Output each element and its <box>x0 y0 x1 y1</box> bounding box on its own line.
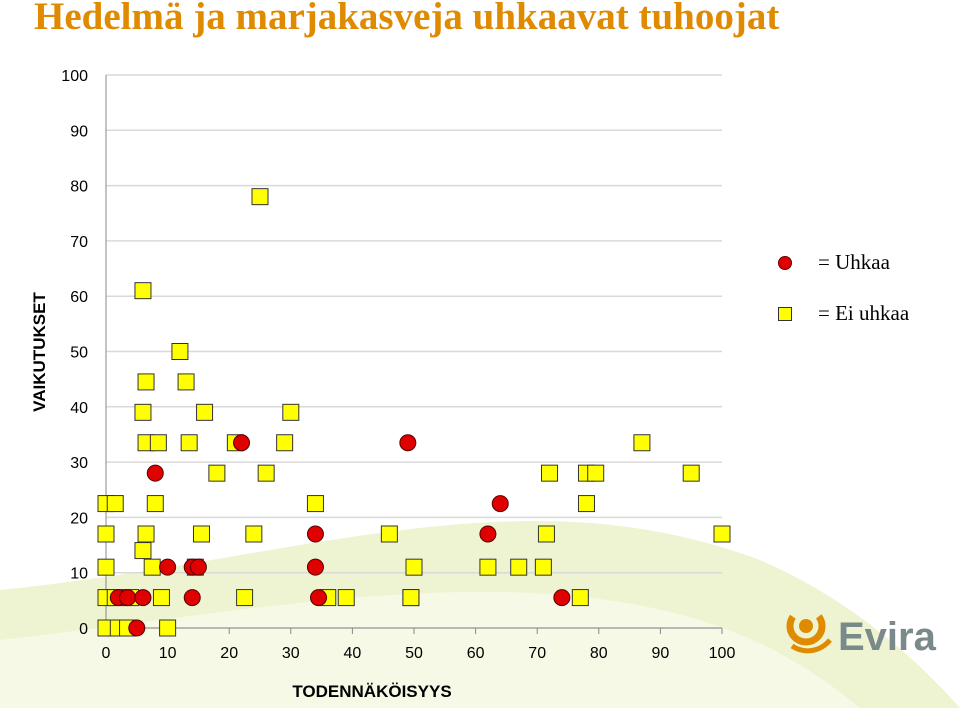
y-tick-label: 100 <box>61 68 88 85</box>
scatter-point-non-threat <box>146 495 164 513</box>
y-tick-label: 0 <box>79 621 88 638</box>
scatter-point-threat <box>479 525 497 543</box>
scatter-point-non-threat <box>245 525 263 543</box>
scatter-point-non-threat <box>106 495 124 513</box>
scatter-point-non-threat <box>152 589 170 607</box>
scatter-point-non-threat <box>143 558 161 576</box>
scatter-point-threat <box>134 589 152 607</box>
x-tick-label: 40 <box>344 645 362 662</box>
scatter-point-non-threat <box>276 434 294 452</box>
y-tick-label: 70 <box>70 234 88 251</box>
scatter-point-non-threat <box>713 525 731 543</box>
scatter-point-threat <box>189 558 207 576</box>
scatter-point-non-threat <box>149 434 167 452</box>
scatter-point-non-threat <box>534 558 552 576</box>
scatter-point-non-threat <box>633 434 651 452</box>
y-tick-label: 80 <box>70 179 88 196</box>
y-axis-label: VAIKUTUKSET <box>30 292 49 412</box>
scatter-point-threat <box>491 495 509 513</box>
scatter-point-non-threat <box>577 495 595 513</box>
scatter-point-non-threat <box>97 525 115 543</box>
scatter-point-non-threat <box>97 558 115 576</box>
scatter-point-non-threat <box>137 373 155 391</box>
legend-label: = Ei uhkaa <box>818 301 910 325</box>
scatter-point-threat <box>159 558 177 576</box>
chart-grid <box>105 74 722 629</box>
x-axis-label: TODENNÄKÖISYYS <box>292 682 452 701</box>
evira-logo: Evira <box>786 606 937 659</box>
scatter-point-non-threat <box>134 542 152 560</box>
scatter-point-non-threat <box>282 403 300 421</box>
legend-label: = Uhkaa <box>818 250 890 274</box>
scatter-point-non-threat <box>251 188 269 206</box>
chart-marks <box>97 188 731 637</box>
scatter-point-threat <box>146 464 164 482</box>
yellow-square-icon <box>778 307 792 321</box>
scatter-point-threat <box>306 558 324 576</box>
y-tick-label: 30 <box>70 455 88 472</box>
scatter-point-non-threat <box>192 525 210 543</box>
scatter-point-non-threat <box>196 403 214 421</box>
scatter-point-non-threat <box>405 558 423 576</box>
scatter-point-non-threat <box>510 558 528 576</box>
scatter-point-non-threat <box>541 464 559 482</box>
scatter-point-threat <box>233 434 251 452</box>
scatter-point-non-threat <box>208 464 226 482</box>
scatter-point-non-threat <box>479 558 497 576</box>
scatter-point-threat <box>306 525 324 543</box>
scatter-point-non-threat <box>159 619 177 637</box>
svg-text:Evira: Evira <box>838 615 937 659</box>
red-circle-icon <box>778 256 792 270</box>
scatter-point-non-threat <box>134 403 152 421</box>
x-tick-label: 90 <box>652 645 670 662</box>
page-title: Hedelmä ja marjakasveja uhkaavat tuhooja… <box>34 0 780 38</box>
scatter-point-non-threat <box>177 373 195 391</box>
y-tick-label: 60 <box>70 289 88 306</box>
scatter-point-non-threat <box>180 434 198 452</box>
scatter-point-threat <box>119 589 137 607</box>
x-tick-label: 80 <box>590 645 608 662</box>
x-tick-label: 30 <box>282 645 300 662</box>
scatter-point-non-threat <box>306 495 324 513</box>
scatter-point-threat <box>399 434 417 452</box>
scatter-point-non-threat <box>171 343 189 360</box>
scatter-point-non-threat <box>137 525 155 543</box>
x-tick-label: 70 <box>528 645 546 662</box>
scatter-point-threat <box>183 589 201 607</box>
y-tick-label: 40 <box>70 400 88 417</box>
scatter-point-non-threat <box>337 589 355 607</box>
y-tick-label: 50 <box>70 345 88 362</box>
scatter-point-non-threat <box>236 589 254 607</box>
x-tick-label: 60 <box>467 645 485 662</box>
scatter-point-threat <box>128 619 146 637</box>
scatter-point-threat <box>553 589 571 607</box>
y-axis-ticks: 0 10 20 30 40 50 60 70 80 90 100 <box>61 68 88 638</box>
x-tick-label: 50 <box>405 645 423 662</box>
y-tick-label: 20 <box>70 510 88 527</box>
scatter-point-threat <box>310 589 328 607</box>
y-tick-label: 90 <box>70 123 88 140</box>
scatter-point-non-threat <box>380 525 398 543</box>
y-tick-label: 10 <box>70 566 88 583</box>
x-tick-label: 0 <box>102 645 111 662</box>
scatter-point-non-threat <box>682 464 700 482</box>
x-tick-label: 20 <box>220 645 238 662</box>
scatter-point-non-threat <box>134 282 152 300</box>
scatter-point-non-threat <box>571 589 589 607</box>
x-axis-ticks: 0 10 20 30 40 50 60 70 80 90 100 <box>102 628 736 662</box>
scatter-point-non-threat <box>257 464 275 482</box>
scatter-point-non-threat <box>537 525 555 543</box>
x-tick-label: 100 <box>709 645 736 662</box>
x-tick-label: 10 <box>159 645 177 662</box>
scatter-point-non-threat <box>587 464 605 482</box>
scatter-point-non-threat <box>402 589 420 607</box>
